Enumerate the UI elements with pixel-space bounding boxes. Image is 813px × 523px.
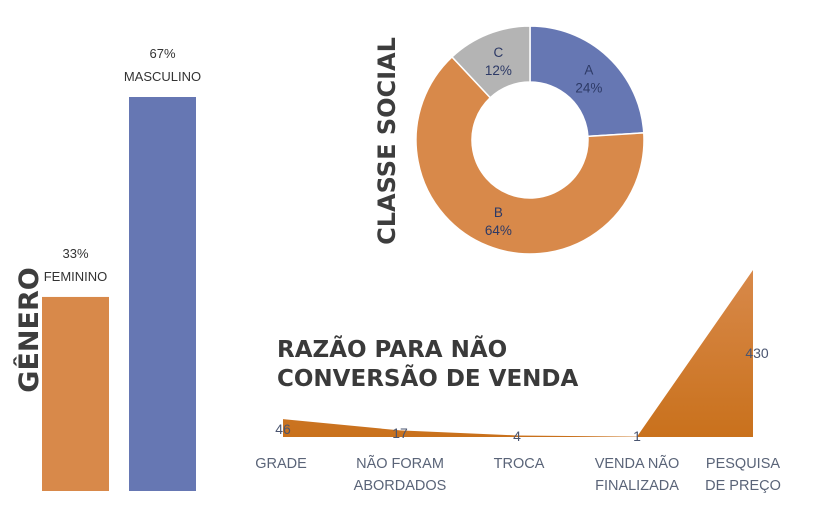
reasons-category-line: FINALIZADA — [595, 478, 679, 494]
reasons-category-line: VENDA NÃO — [595, 455, 680, 472]
reasons-area — [283, 270, 753, 437]
donut-category-label: A — [584, 62, 593, 77]
donut-slice-a — [529, 25, 645, 138]
gender-chart-title: GÊNERO — [13, 267, 45, 392]
donut-category-label: C — [493, 45, 503, 60]
gender-bar-value-label: 67% — [149, 46, 175, 61]
donut-value-label: 12% — [485, 63, 512, 78]
reasons-category-label: GRADE — [255, 456, 307, 472]
reasons-category-line: ABORDADOS — [354, 478, 447, 494]
reasons-value-label: 46 — [275, 421, 291, 437]
reasons-value-label: 430 — [745, 345, 769, 361]
reasons-value-label: 17 — [392, 425, 408, 441]
reasons-category-label: PESQUISA DE PREÇO — [705, 456, 781, 494]
donut-value-label: 24% — [575, 80, 602, 95]
reasons-category-line: GRADE — [255, 456, 307, 472]
gender-bar-category-label: FEMININO — [44, 269, 108, 284]
reasons-title-line-2: CONVERSÃO DE VENDA — [277, 364, 578, 392]
reasons-category-label: NÃO FORAM ABORDADOS — [354, 455, 447, 494]
reasons-category-label: VENDA NÃO FINALIZADA — [595, 455, 680, 494]
reasons-chart: RAZÃO PARA NÃO CONVERSÃO DE VENDA 46 17 4 1… — [255, 270, 781, 494]
reasons-category-line: NÃO FORAM — [356, 455, 444, 472]
reasons-category-line: TROCA — [494, 456, 545, 472]
gender-bar-1 — [42, 296, 109, 491]
reasons-category-label: TROCA — [494, 456, 545, 472]
donut-slice-b — [415, 55, 645, 255]
reasons-title-line-1: RAZÃO PARA NÃO — [277, 335, 507, 363]
reasons-category-line: DE PREÇO — [705, 478, 781, 494]
reasons-value-label: 4 — [513, 428, 521, 444]
social-class-chart-title: CLASSE SOCIAL — [373, 37, 401, 245]
social-class-chart: CLASSE SOCIAL A 24% B 64% C 12% — [373, 25, 645, 255]
reasons-value-label: 1 — [633, 428, 641, 444]
gender-bar-2 — [129, 97, 196, 491]
reasons-category-line: PESQUISA — [706, 456, 780, 472]
gender-bar-category-label: MASCULINO — [124, 69, 201, 84]
reasons-chart-title: RAZÃO PARA NÃO CONVERSÃO DE VENDA — [277, 335, 578, 392]
donut-slice-c — [450, 25, 531, 99]
donut-category-label: B — [494, 205, 503, 220]
gender-chart: GÊNERO 33% FEMININO 67% MASCULINO — [13, 46, 201, 491]
donut-value-label: 64% — [485, 223, 512, 238]
gender-bar-value-label: 33% — [62, 246, 88, 261]
